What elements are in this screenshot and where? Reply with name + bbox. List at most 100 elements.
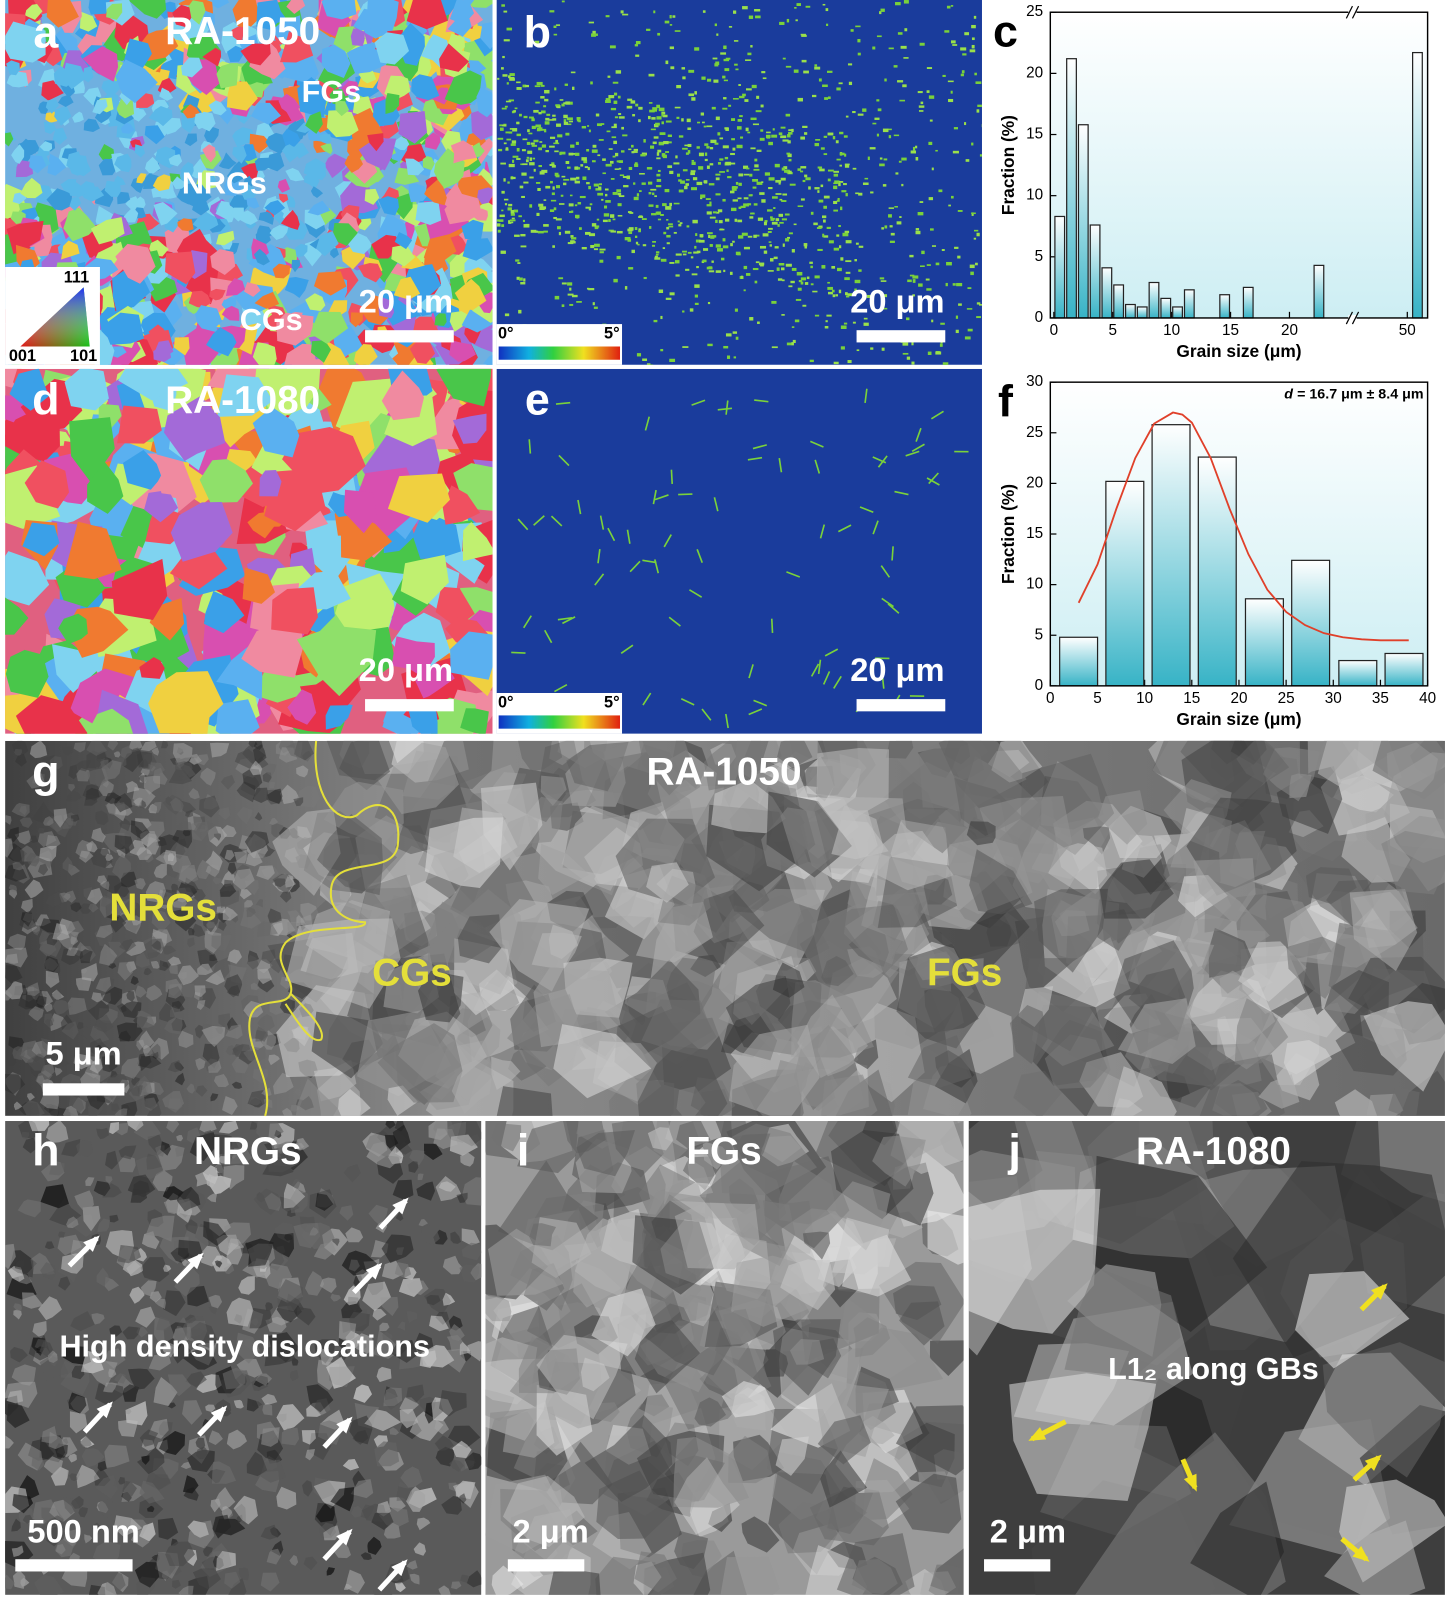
grain <box>434 313 447 326</box>
grain <box>62 856 74 873</box>
grain <box>94 1044 102 1051</box>
misorientation-spot <box>597 154 601 157</box>
grain <box>397 1321 406 1331</box>
grain <box>62 1105 79 1116</box>
grain <box>319 1277 337 1293</box>
misorientation-spot <box>971 37 975 41</box>
misorientation-spot <box>791 267 797 271</box>
misorientation-spot <box>598 186 602 190</box>
misorientation-spot <box>588 185 591 190</box>
misorientation-spot <box>743 165 749 169</box>
misorientation-spot <box>619 116 625 119</box>
grain <box>1043 937 1131 1008</box>
grain <box>406 1384 425 1403</box>
grain <box>313 1241 337 1260</box>
grain <box>6 60 20 76</box>
misorientation-spot <box>501 107 507 110</box>
grain <box>90 1025 110 1044</box>
misorientation-spot <box>656 157 661 160</box>
misorientation-line <box>577 499 582 515</box>
grain <box>73 742 86 753</box>
grain <box>60 240 80 260</box>
misorientation-spot <box>544 121 550 125</box>
grain <box>96 1267 110 1287</box>
misorientation-spot <box>838 182 841 187</box>
misorientation-spot <box>733 186 736 189</box>
grain <box>57 1234 82 1256</box>
arrow-head <box>392 1197 409 1215</box>
grain <box>398 22 425 66</box>
misorientation-spot <box>669 358 676 362</box>
grain <box>259 470 282 497</box>
misorientation-spot <box>950 90 953 94</box>
misorientation-spot <box>748 15 754 19</box>
grain <box>280 31 314 63</box>
misorientation-spot <box>845 193 848 197</box>
grain <box>24 3 43 20</box>
grain <box>128 0 167 19</box>
grain <box>364 188 380 205</box>
misorientation-spot <box>552 114 556 117</box>
grain <box>64 521 122 580</box>
grain <box>206 327 237 357</box>
misorientation-spot <box>845 292 848 296</box>
grain <box>199 459 253 503</box>
grain <box>872 1135 926 1187</box>
grain <box>236 806 253 825</box>
grain <box>172 908 197 932</box>
grain <box>423 1143 443 1160</box>
misorientation-line <box>562 616 576 625</box>
misorientation-spot <box>639 173 645 175</box>
grain <box>227 862 237 875</box>
grain <box>67 997 87 1016</box>
misorientation-spot <box>737 197 742 200</box>
misorientation-spot <box>855 192 859 195</box>
grain <box>278 93 301 117</box>
misorientation-line <box>680 698 695 706</box>
grain <box>391 136 410 151</box>
grain <box>260 1572 280 1592</box>
misorientation-spot <box>876 133 880 137</box>
misorientation-line <box>691 399 706 406</box>
misorientation-spot <box>544 130 547 133</box>
misorientation-spot <box>516 86 522 90</box>
grain <box>480 21 493 50</box>
grain <box>222 1095 238 1116</box>
misorientation-spot <box>931 167 934 171</box>
grain <box>50 1045 60 1056</box>
x-tick-label: 5 <box>1108 322 1117 339</box>
misorientation-spot <box>657 32 661 36</box>
grain <box>269 225 289 240</box>
grain <box>115 59 158 104</box>
grain <box>969 849 1033 915</box>
misorientation-spot <box>653 10 656 14</box>
grain <box>111 1103 120 1112</box>
grain <box>5 597 29 635</box>
grain <box>1219 970 1255 1000</box>
misorientation-spot <box>610 178 615 180</box>
misorientation-line <box>881 597 894 608</box>
misorientation-spot <box>858 192 863 196</box>
grain <box>95 924 113 939</box>
misorientation-spot <box>732 240 735 243</box>
grain <box>295 1138 310 1151</box>
misorientation-spot <box>791 326 795 328</box>
grain <box>104 1444 130 1468</box>
misorientation-spot <box>497 137 504 140</box>
grain <box>40 1184 69 1209</box>
misorientation-spot <box>838 82 843 85</box>
misorientation-spot <box>643 139 646 143</box>
misorientation-spot <box>527 150 533 154</box>
grain <box>92 1522 103 1533</box>
misorientation-spot <box>964 336 971 340</box>
grain <box>460 1152 475 1167</box>
grain <box>634 1551 677 1593</box>
grain <box>86 840 98 853</box>
misorientation-spot <box>731 187 737 191</box>
misorientation-line <box>629 560 641 573</box>
grain <box>252 342 277 365</box>
grain <box>480 782 543 871</box>
misorientation-spot <box>642 358 648 361</box>
grain <box>43 121 57 135</box>
grain <box>182 1400 203 1425</box>
